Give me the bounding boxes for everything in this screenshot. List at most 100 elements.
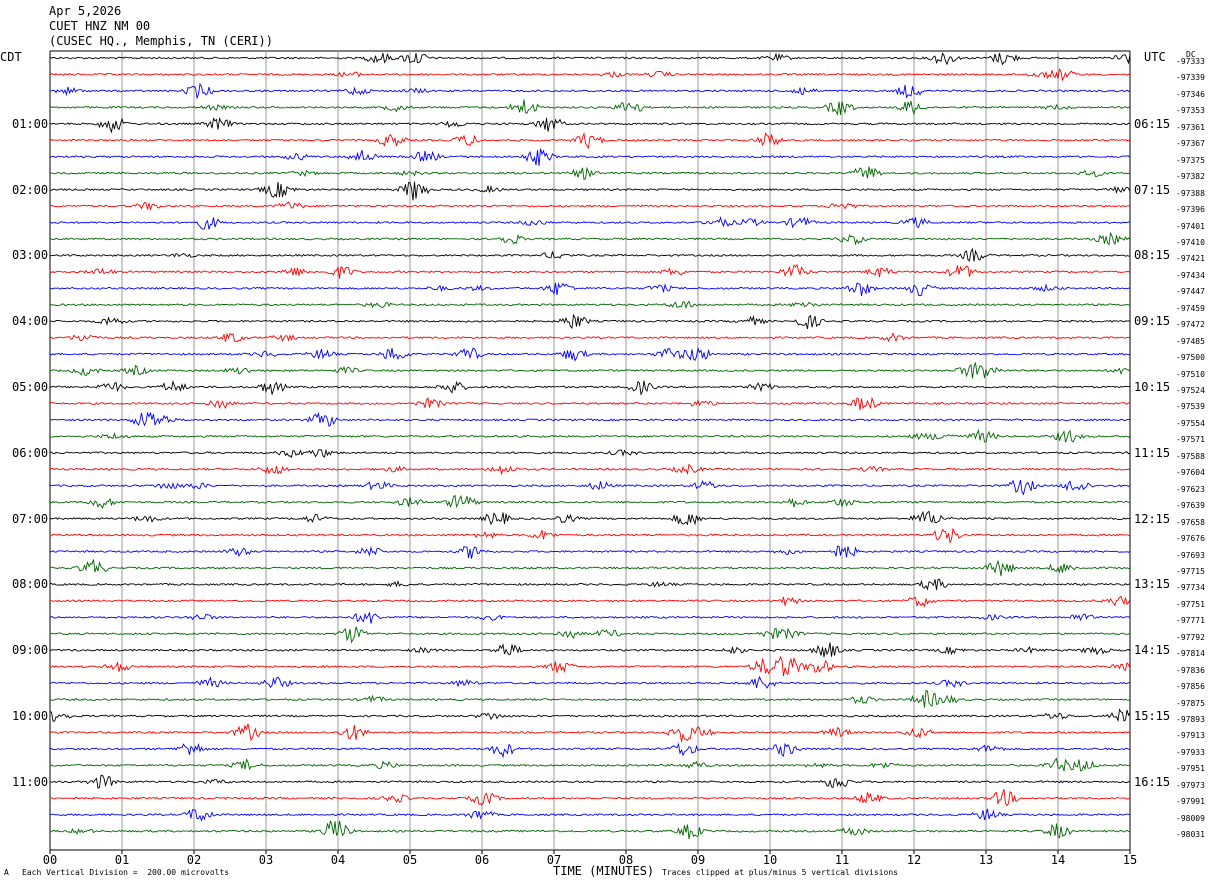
utc-hour-label: 07:15 bbox=[1134, 182, 1171, 197]
x-tick-label: 08 bbox=[618, 853, 634, 867]
seismic-trace bbox=[49, 675, 1131, 689]
seismic-trace bbox=[49, 463, 1131, 476]
seismic-trace bbox=[49, 626, 1131, 644]
trace-offset-label: -97539 bbox=[1176, 402, 1205, 412]
utc-hour-label: 16:15 bbox=[1134, 774, 1171, 789]
date-label: Apr 5,2026 bbox=[49, 4, 122, 18]
corner-mark: A bbox=[4, 868, 9, 877]
utc-hour-label: 08:15 bbox=[1134, 248, 1171, 263]
cdt-hour-label: 11:00 bbox=[12, 774, 49, 789]
trace-offset-label: -97676 bbox=[1176, 534, 1205, 544]
cdt-hour-label: 10:00 bbox=[12, 709, 49, 723]
x-tick-label: 04 bbox=[330, 853, 346, 867]
trace-offset-label: -97658 bbox=[1176, 517, 1205, 527]
trace-offset-label: -97421 bbox=[1176, 254, 1205, 264]
x-tick-label: 00 bbox=[42, 853, 58, 867]
seismic-trace bbox=[49, 742, 1131, 759]
seismic-trace bbox=[49, 808, 1131, 822]
seismic-trace bbox=[49, 282, 1131, 297]
seismic-trace bbox=[49, 789, 1131, 807]
utc-hour-label: 15:15 bbox=[1134, 709, 1171, 723]
trace-offset-label: -97396 bbox=[1176, 205, 1205, 215]
trace-offset-label: -97353 bbox=[1176, 106, 1205, 116]
trace-offset-label: -97875 bbox=[1176, 698, 1205, 708]
trace-offset-label: -97951 bbox=[1176, 764, 1205, 774]
trace-offset-label: -97893 bbox=[1176, 715, 1205, 724]
x-tick-label: 11 bbox=[834, 853, 850, 867]
seismic-trace bbox=[49, 757, 1131, 772]
trace-offset-label: -97367 bbox=[1176, 139, 1205, 149]
trace-offset-label: -97771 bbox=[1176, 616, 1205, 626]
trace-offset-label: -97339 bbox=[1176, 73, 1205, 83]
seismic-trace bbox=[49, 494, 1131, 509]
x-axis-title: TIME (MINUTES) bbox=[553, 864, 655, 878]
cdt-hour-label: 09:00 bbox=[12, 643, 49, 658]
seismic-trace bbox=[49, 723, 1131, 742]
trace-offset-label: -97333 bbox=[1176, 57, 1205, 66]
seismic-trace bbox=[49, 116, 1131, 134]
minute-grid bbox=[49, 50, 1131, 851]
trace-offset-label: -97973 bbox=[1176, 780, 1205, 790]
seismic-trace bbox=[49, 263, 1131, 279]
cdt-hour-label: 08:00 bbox=[12, 577, 49, 592]
trace-offset-label: -97388 bbox=[1176, 188, 1205, 198]
trace-offset-label: -97734 bbox=[1176, 583, 1205, 593]
cdt-hour-label: 01:00 bbox=[12, 116, 49, 131]
cdt-hour-label: 05:00 bbox=[12, 380, 49, 394]
seismic-trace bbox=[49, 215, 1131, 230]
trace-offset-label: -97836 bbox=[1176, 665, 1205, 675]
seismic-trace bbox=[49, 655, 1131, 677]
time-axis bbox=[49, 850, 1131, 854]
seismic-trace bbox=[49, 379, 1131, 396]
trace-offset-label: -97913 bbox=[1176, 731, 1205, 741]
trace-offset-label: -97346 bbox=[1176, 89, 1205, 99]
trace-offset-label: -97382 bbox=[1176, 172, 1205, 182]
cdt-hour-label: 06:00 bbox=[12, 445, 49, 460]
seismic-trace bbox=[49, 689, 1131, 708]
seismic-trace bbox=[49, 820, 1131, 840]
dc-label: DC bbox=[1186, 50, 1196, 59]
trace-offset-label: -97991 bbox=[1176, 797, 1205, 807]
trace-offset-label: -97623 bbox=[1176, 484, 1205, 494]
seismic-trace bbox=[49, 559, 1131, 577]
seismic-trace bbox=[49, 595, 1131, 608]
utc-hour-label: 11:15 bbox=[1134, 445, 1171, 460]
trace-offset-label: -97554 bbox=[1176, 418, 1205, 428]
x-tick-label: 02 bbox=[186, 853, 202, 867]
trace-group bbox=[49, 52, 1131, 840]
trace-offset-label: -97751 bbox=[1176, 599, 1205, 609]
x-tick-label: 15 bbox=[1122, 853, 1138, 867]
utc-hour-label: 10:15 bbox=[1134, 380, 1171, 394]
trace-offset-label: -97571 bbox=[1176, 435, 1205, 445]
utc-hour-label: 06:15 bbox=[1134, 116, 1171, 131]
seismic-trace bbox=[49, 429, 1131, 443]
trace-offset-label: -97472 bbox=[1176, 320, 1205, 330]
trace-offset-label: -97510 bbox=[1176, 369, 1205, 379]
seismic-trace bbox=[49, 611, 1131, 624]
seismic-trace bbox=[49, 247, 1130, 262]
trace-offset-label: -97693 bbox=[1176, 550, 1205, 560]
x-tick-label: 12 bbox=[906, 853, 922, 867]
seismic-trace bbox=[49, 578, 1131, 591]
trace-offset-label: -97434 bbox=[1176, 270, 1205, 280]
x-tick-label: 01 bbox=[114, 853, 130, 867]
trace-offset-label: -97459 bbox=[1176, 303, 1205, 313]
x-tick-label: 09 bbox=[690, 853, 706, 867]
seismic-trace bbox=[49, 346, 1131, 362]
x-tick-label: 03 bbox=[258, 853, 274, 867]
seismic-trace bbox=[49, 527, 1131, 544]
seismic-trace bbox=[49, 313, 1131, 330]
trace-offset-label: -97604 bbox=[1176, 468, 1205, 478]
seismic-trace bbox=[49, 82, 1131, 100]
seismic-trace bbox=[49, 448, 1131, 459]
trace-offset-label: -97814 bbox=[1176, 649, 1205, 659]
trace-offset-label: -97792 bbox=[1176, 632, 1205, 642]
trace-offset-label: -97500 bbox=[1176, 353, 1205, 363]
x-tick-label: 13 bbox=[978, 853, 994, 867]
seismic-trace bbox=[49, 642, 1131, 658]
seismic-trace bbox=[49, 479, 1131, 496]
x-tick-label: 10 bbox=[762, 853, 778, 867]
x-tick-label: 06 bbox=[474, 853, 490, 867]
utc-hour-label: 12:15 bbox=[1134, 511, 1171, 526]
